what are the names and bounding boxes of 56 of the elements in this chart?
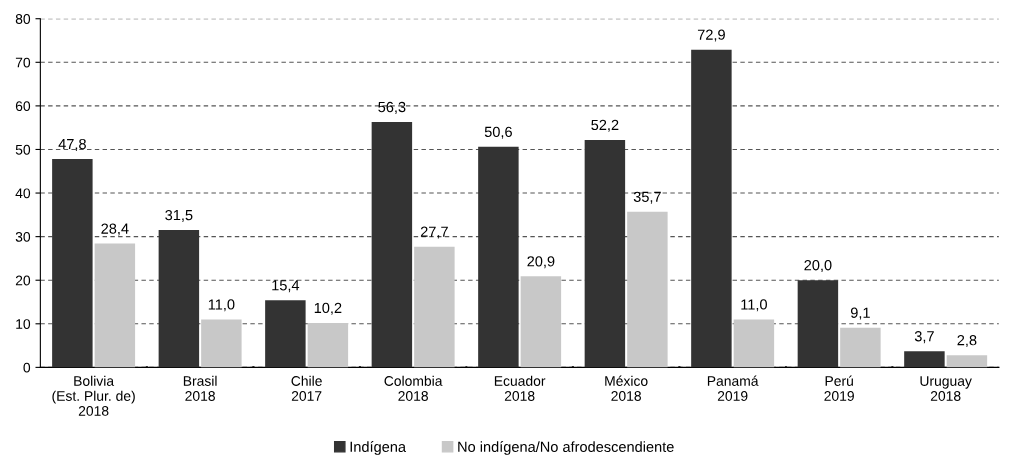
data-label: 31,5	[165, 209, 193, 222]
x-tick-label: Panamá 2019	[707, 375, 759, 401]
bar	[265, 300, 306, 368]
data-label: 20,0	[804, 260, 832, 273]
x-tick-label: Chile 2017	[291, 375, 322, 401]
data-label: 2,8	[957, 335, 977, 348]
legend-label: No indígena/No afrodescendiente	[458, 441, 674, 455]
bar	[94, 243, 136, 368]
bar	[520, 276, 562, 368]
data-label: 11,0	[741, 299, 767, 312]
data-label: 10,2	[314, 302, 342, 315]
bar	[307, 322, 349, 368]
x-tick-label: Bolivia (Est. Plur. de) 2018	[52, 375, 135, 416]
x-tick-label: Perú 2019	[824, 375, 854, 401]
bar	[371, 122, 413, 368]
bar	[584, 139, 626, 368]
data-label: 47,8	[58, 138, 86, 151]
y-tick-label: 10	[16, 319, 31, 329]
data-label: 50,6	[484, 126, 512, 139]
bar	[840, 327, 881, 368]
y-tick-label: 30	[15, 231, 31, 242]
y-tick-label: 50	[15, 144, 31, 155]
y-tick-label: 70	[15, 57, 31, 68]
data-label: 9,1	[850, 307, 870, 320]
bar	[691, 49, 732, 368]
data-label: 20,9	[527, 256, 555, 269]
x-tick-label: Brasil 2018	[183, 375, 217, 401]
bar	[52, 159, 93, 368]
bar	[627, 211, 668, 368]
data-label: 35,7	[633, 191, 661, 204]
data-label: 27,7	[420, 226, 448, 239]
y-tick-label: 20	[15, 275, 31, 286]
bar	[478, 146, 519, 368]
bar	[797, 280, 839, 368]
x-tick-label: Uruguay 2018	[920, 376, 972, 401]
y-tick-label: 40	[15, 188, 31, 199]
data-label: 72,9	[697, 29, 725, 42]
bar	[733, 319, 775, 368]
bar	[414, 246, 455, 368]
data-label: 3,7	[914, 331, 934, 344]
data-label: 28,4	[101, 223, 129, 236]
data-label: 15,4	[272, 280, 300, 293]
y-tick-label: 80	[15, 14, 31, 24]
data-label: 11,0	[208, 299, 235, 312]
y-tick-label: 60	[15, 101, 31, 112]
bar	[904, 351, 945, 368]
x-tick-label: Colombia 2018	[384, 375, 443, 401]
bar	[158, 230, 200, 368]
x-tick-label: México 2018	[605, 375, 648, 401]
bar	[946, 355, 988, 368]
data-label: 56,3	[378, 101, 406, 114]
y-tick-label: 0	[23, 362, 31, 373]
bar	[201, 319, 242, 368]
data-label: 52,2	[591, 119, 619, 132]
legend-label: Indígena	[350, 441, 407, 455]
x-tick-label: Ecuador 2018	[494, 375, 546, 401]
